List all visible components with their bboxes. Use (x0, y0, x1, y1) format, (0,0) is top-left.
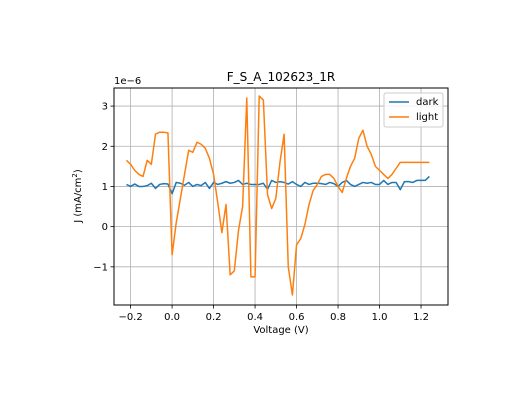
plot-frame (113, 87, 449, 306)
series-layer (125, 95, 430, 296)
y-axis-label-main: J (mA/cm (73, 178, 84, 224)
legend-label-light: light (416, 112, 438, 123)
y-tick-label: 0 (102, 222, 108, 233)
y-axis-label-sup: 2 (71, 173, 79, 177)
x-tick-label: 0.0 (164, 312, 180, 323)
x-tick-label: 0.6 (289, 312, 305, 323)
x-tick-label: 1.0 (372, 312, 388, 323)
y-axis-label: J (mA/cm2) (71, 169, 84, 224)
y-offset-text: 1e−6 (114, 76, 141, 87)
y-axis-ticks: −1 0 1 2 3 (93, 102, 114, 273)
y-tick-label: 3 (102, 102, 108, 113)
x-tick-label: 0.4 (247, 312, 263, 323)
x-axis-ticks: −0.2 0.0 0.2 0.4 0.6 0.8 1.0 1.2 (118, 305, 429, 323)
legend: dark light (383, 92, 444, 128)
y-tick-label: 1 (102, 182, 108, 193)
y-axis-label-end: ) (73, 169, 84, 173)
legend-label-dark: dark (416, 97, 439, 108)
y-tick-label: 2 (102, 142, 108, 153)
x-tick-label: −0.2 (118, 312, 142, 323)
x-axis-label: Voltage (V) (253, 325, 308, 336)
x-tick-label: 1.2 (413, 312, 429, 323)
chart-title: F_S_A_102623_1R (227, 70, 336, 84)
series-line-light (125, 95, 430, 296)
x-tick-label: 0.2 (206, 312, 222, 323)
x-tick-label: 0.8 (330, 312, 346, 323)
y-tick-label: −1 (93, 262, 108, 273)
